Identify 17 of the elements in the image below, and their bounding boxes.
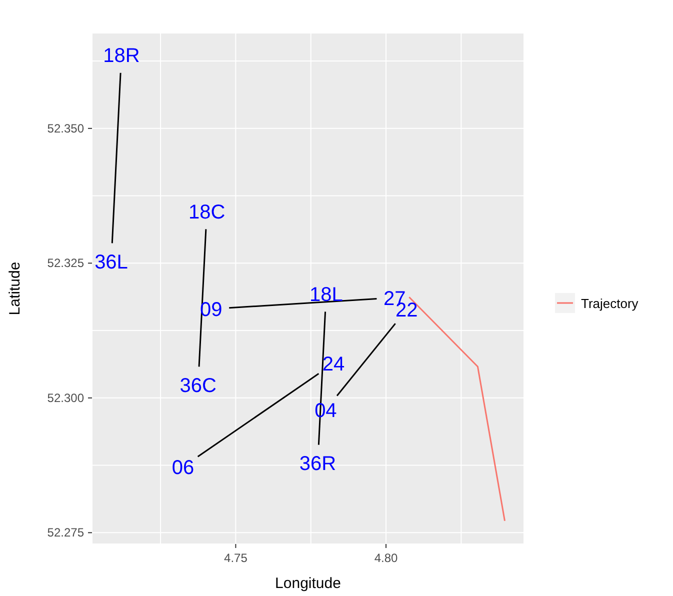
x-tick-label: 4.80 [374,551,398,565]
x-tick-label: 4.75 [224,551,248,565]
legend-label: Trajectory [581,296,638,310]
y-tick-label: 52.300 [47,390,84,405]
y-axis-title: Latitude [6,262,24,316]
annotation: 24 [322,354,345,376]
y-tick-label: 52.350 [47,121,84,136]
annotation: 18C [188,201,226,224]
annotation: 18L [309,284,343,306]
annotation: 18R [103,45,140,68]
x-axis-title: Longitude [275,575,341,592]
y-tick-label: 52.325 [47,256,84,270]
annotation: 36C [180,374,216,397]
annotation: 36L [94,251,128,274]
annotation: 36R [299,452,336,475]
y-tick-label: 52.275 [47,526,84,540]
annotation: 06 [172,457,194,480]
